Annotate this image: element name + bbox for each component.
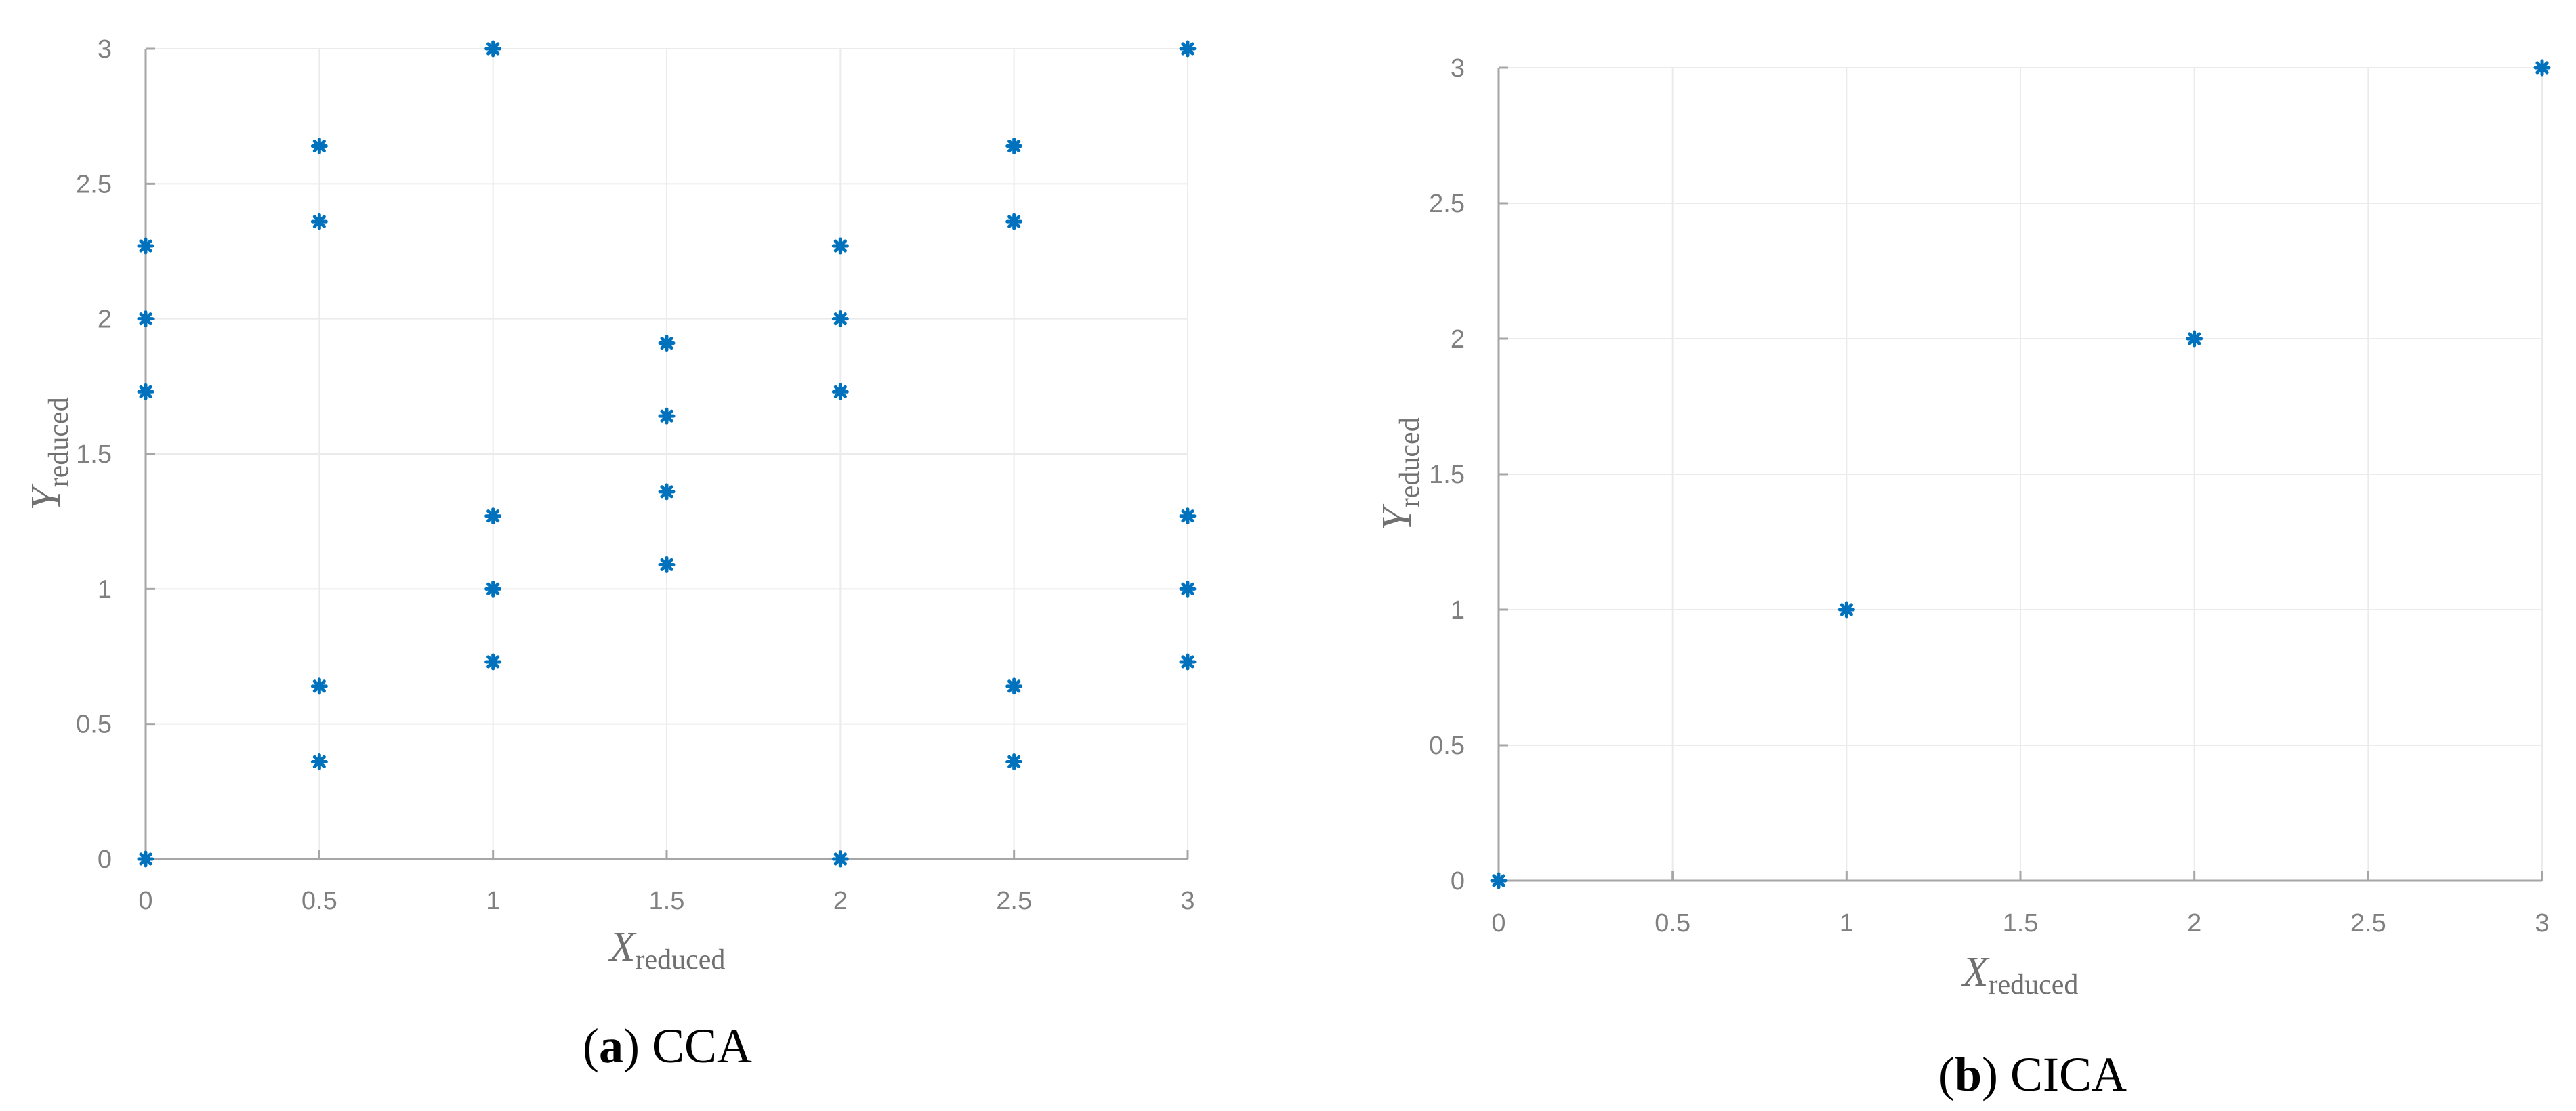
- data-point: [658, 556, 676, 573]
- x-tick-label: 1: [1840, 909, 1854, 938]
- y-tick-label: 0.5: [76, 711, 112, 739]
- data-point: [1179, 580, 1197, 598]
- data-point: [831, 383, 849, 400]
- y-tick-label: 1: [1451, 596, 1465, 625]
- x-tick-label: 2.5: [2350, 909, 2386, 938]
- y-axis-label: Yreduced: [23, 397, 75, 510]
- data-point: [658, 483, 676, 501]
- chart-panel-cica: 0 0.5 1 1.5 2 2.5 3 0 0.5 1 1.5 2 2.5 3 Xreduced Yreduc…: [1374, 54, 2551, 1102]
- y-tick-label: 2: [98, 306, 112, 334]
- y-tick-label: 2.5: [76, 170, 112, 198]
- data-point: [484, 653, 502, 671]
- x-axis-label: Xreduced: [1961, 949, 2079, 1001]
- data-point: [831, 237, 849, 255]
- data-point: [1837, 601, 1855, 619]
- x-tick-label: 2: [833, 887, 848, 915]
- data-point: [1490, 872, 1508, 889]
- x-tick-label: 3: [2535, 909, 2549, 938]
- data-point: [1005, 213, 1023, 230]
- y-tick-label: 0.5: [1429, 732, 1465, 760]
- data-point: [484, 580, 502, 598]
- x-tick-label: 0: [138, 887, 152, 915]
- data-point: [1179, 507, 1197, 525]
- y-tick-label: 0: [1451, 867, 1465, 896]
- x-tick-label: 0.5: [1655, 909, 1690, 938]
- y-tick-label: 2.5: [1429, 190, 1465, 218]
- data-point: [484, 40, 502, 58]
- data-point: [2533, 59, 2551, 77]
- data-point: [658, 335, 676, 352]
- subfigure-caption: (a) CCA: [583, 1019, 752, 1073]
- data-point: [1005, 677, 1023, 695]
- data-point: [310, 677, 328, 695]
- data-point: [310, 138, 328, 155]
- data-point: [1179, 653, 1197, 671]
- y-tick-label: 3: [1451, 54, 1465, 83]
- data-point: [137, 850, 154, 868]
- data-point: [310, 213, 328, 230]
- y-axis-label: Yreduced: [1374, 417, 1426, 530]
- y-tick-label: 1.5: [1429, 461, 1465, 489]
- data-point: [1005, 753, 1023, 770]
- x-axis-label: Xreduced: [608, 924, 726, 976]
- x-tick-label: 1: [486, 887, 500, 915]
- x-tick-label: 0.5: [302, 887, 337, 915]
- data-point: [137, 383, 154, 400]
- subfigure-caption: (b) CICA: [1938, 1047, 2127, 1102]
- y-tick-label: 0: [98, 845, 112, 874]
- data-point: [1005, 138, 1023, 155]
- y-tick-label: 1.5: [76, 440, 112, 469]
- y-tick-label: 2: [1451, 325, 1465, 354]
- data-point: [831, 310, 849, 328]
- x-tick-label: 3: [1180, 887, 1194, 915]
- data-point: [137, 310, 154, 328]
- chart-panel-cca: 0 0.5 1 1.5 2 2.5 3 0 0.5 1 1.5 2 2.5 3 Xreduced Yreduc…: [23, 35, 1197, 1073]
- x-tick-label: 1.5: [2003, 909, 2039, 938]
- x-tick-label: 0: [1491, 909, 1505, 938]
- y-tick-label: 1: [98, 575, 112, 604]
- data-point: [310, 753, 328, 770]
- data-point: [2186, 330, 2203, 348]
- data-point: [484, 507, 502, 525]
- data-point: [658, 407, 676, 425]
- data-point: [831, 850, 849, 868]
- x-tick-label: 2: [2187, 909, 2201, 938]
- x-tick-label: 1.5: [649, 887, 685, 915]
- data-point: [1179, 40, 1197, 58]
- y-tick-label: 3: [98, 35, 112, 64]
- data-point: [137, 237, 154, 255]
- x-tick-label: 2.5: [996, 887, 1032, 915]
